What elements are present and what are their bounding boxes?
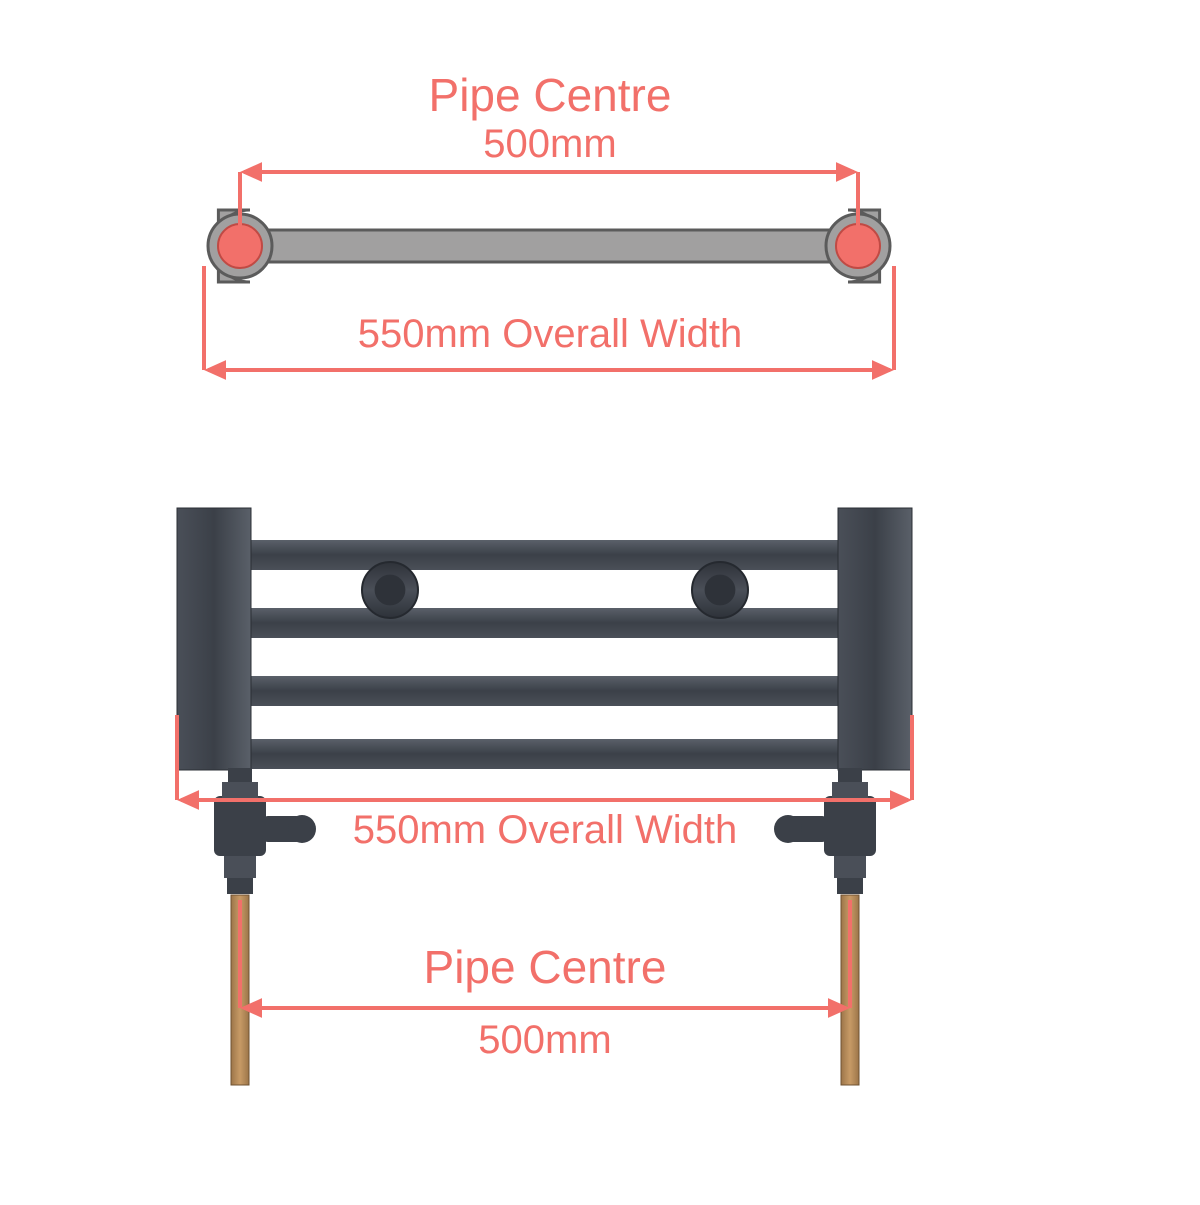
label-text: 550mm Overall Width bbox=[358, 312, 743, 356]
top-pipe-centre-title: Pipe Centre bbox=[0, 68, 1100, 122]
bottom-pipe-centre-title: Pipe Centre bbox=[0, 940, 1090, 994]
diagram-canvas: Pipe Centre 500mm 550mm Overall Width 55… bbox=[0, 0, 1200, 1200]
top-overall-width-label: 550mm Overall Width bbox=[0, 312, 1100, 357]
label-text: Pipe Centre bbox=[429, 69, 672, 121]
label-text: 550mm Overall Width bbox=[353, 808, 738, 852]
label-text: 500mm bbox=[478, 1018, 611, 1062]
bottom-overall-width-label: 550mm Overall Width bbox=[0, 808, 1090, 853]
label-text: 500mm bbox=[483, 122, 616, 166]
label-text: Pipe Centre bbox=[424, 941, 667, 993]
top-pipe-centre-value: 500mm bbox=[0, 122, 1100, 167]
bottom-pipe-centre-value: 500mm bbox=[0, 1018, 1090, 1063]
